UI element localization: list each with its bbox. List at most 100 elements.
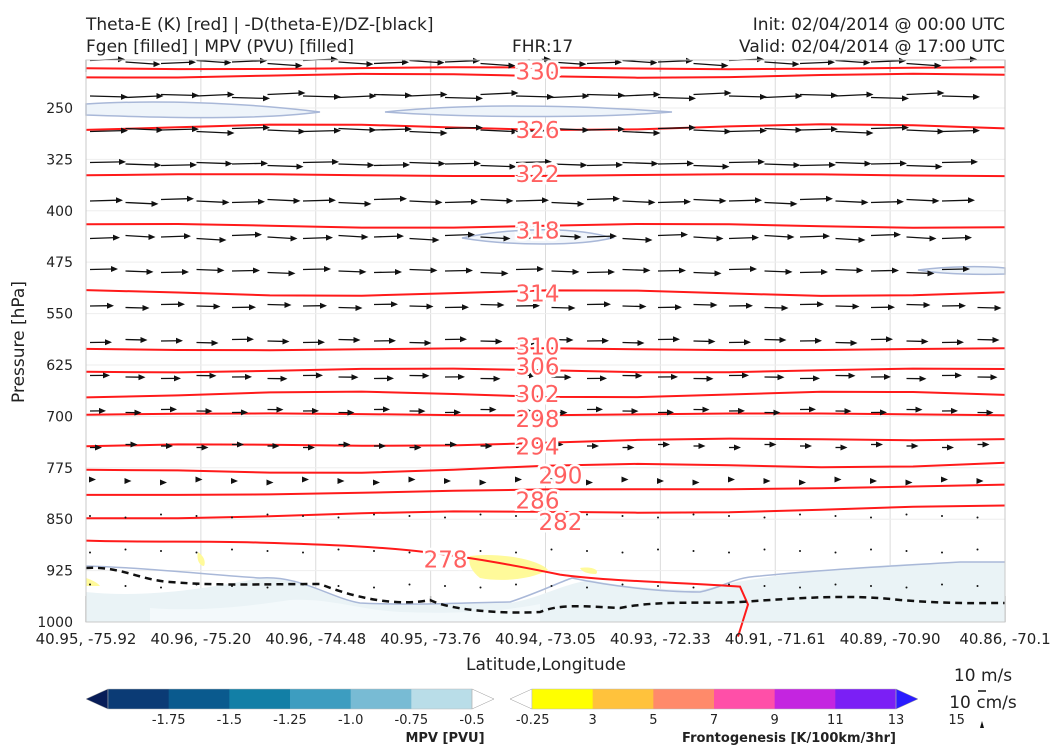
wind-vector-head — [298, 89, 306, 96]
wind-vector-dot — [763, 516, 766, 519]
wind-vector-head — [422, 372, 430, 379]
wind-vector-head — [639, 303, 647, 310]
contour-label: 294 — [516, 435, 560, 461]
title-line-2: Fgen [filled] | MPV (PVU) [filled] — [86, 37, 355, 57]
wind-vector-shaft — [302, 161, 335, 164]
wind-vector-head — [190, 161, 197, 168]
contour-label: 330 — [516, 60, 560, 86]
wind-vector-shaft — [764, 127, 798, 131]
wind-vector-head — [937, 89, 945, 96]
wind-vector-shaft — [551, 127, 585, 131]
wind-vector-head — [130, 441, 138, 448]
wind-vector-head — [829, 161, 836, 168]
wind-vector-dot — [941, 583, 943, 586]
wind-vector-shaft — [551, 270, 575, 273]
wind-vector-head — [679, 267, 686, 274]
wind-vector-head — [592, 443, 599, 449]
wind-vector-head — [471, 198, 478, 205]
wind-vector-shaft — [480, 92, 514, 96]
wind-vector-head — [261, 160, 268, 167]
wind-vector-head — [369, 127, 377, 134]
wind-vector-shaft — [693, 236, 719, 240]
wind-vector-dot — [408, 551, 411, 554]
wind-vector-head — [331, 56, 338, 63]
wind-vector-shaft — [409, 268, 433, 271]
wind-vector-head — [153, 61, 161, 68]
wind-vector-head — [937, 128, 945, 135]
wind-vector-head — [645, 237, 653, 243]
wind-vector-head — [848, 372, 856, 379]
wind-vector-head — [777, 374, 785, 381]
wind-vector-head — [293, 197, 301, 204]
theta-e-line — [85, 390, 1006, 399]
wind-vector-dot — [976, 548, 979, 551]
theta-e-line — [85, 173, 1006, 178]
theta-e-line — [86, 483, 1006, 496]
wind-vector-head — [653, 130, 661, 137]
wind-vector-shaft — [941, 95, 976, 98]
wind-vector-shaft — [160, 271, 185, 274]
wind-vector-head — [418, 408, 426, 415]
wind-vector-head — [921, 338, 929, 345]
wind-vector-shaft — [196, 268, 220, 271]
wind-vector-shaft — [231, 60, 263, 63]
contour-label: 326 — [516, 118, 560, 144]
wind-vector-head — [941, 476, 948, 483]
wind-vector-shaft — [373, 128, 408, 131]
wind-vector-head — [684, 198, 691, 205]
wind-vector-shaft — [657, 60, 689, 63]
wind-vector-head — [367, 162, 375, 169]
colorbar-label: -0.25 — [516, 713, 550, 728]
wind-vector-head — [579, 61, 587, 68]
x-tick-label: 40.86, -70.1 — [959, 630, 1050, 648]
wind-vector-head — [773, 409, 781, 416]
wind-vector-dot — [408, 515, 411, 517]
wind-vector-dot — [479, 586, 482, 589]
wind-vector-shaft — [89, 95, 124, 98]
wind-vector-head — [355, 304, 363, 311]
wind-vector-dot — [231, 516, 233, 519]
wind-vector-head — [383, 406, 390, 413]
wind-vector-shaft — [515, 95, 550, 98]
wind-vector-head — [529, 372, 536, 379]
wind-vector-head — [195, 476, 203, 483]
wind-vector-dot — [231, 585, 233, 587]
wind-vector-shaft — [515, 129, 550, 133]
wind-vector-dot — [728, 515, 730, 517]
colorbar-label: -0.75 — [395, 713, 429, 728]
wind-vector-shaft — [799, 93, 834, 97]
wind-vector-head — [550, 478, 558, 484]
wind-vector-shaft — [338, 61, 369, 65]
wind-vector-head — [648, 199, 656, 206]
wind-vector-head — [866, 91, 874, 98]
wind-vector-head — [894, 231, 901, 238]
wind-vector-head — [957, 339, 964, 346]
wind-vector-shaft — [125, 61, 156, 65]
wind-vector-head — [631, 408, 639, 415]
wind-vector-head — [586, 479, 593, 486]
wind-vector-head — [260, 57, 267, 64]
wind-vector-head — [716, 235, 724, 242]
wind-vector-head — [580, 162, 588, 169]
fgen-fill — [580, 567, 598, 574]
wind-vector-head — [402, 59, 409, 66]
wind-vector-head — [618, 92, 625, 99]
wind-vector-shaft — [373, 61, 405, 65]
wind-vector-shaft — [160, 198, 190, 201]
wind-vector-head — [724, 89, 732, 96]
wind-vector-head — [884, 373, 891, 380]
theta-e-line — [85, 539, 750, 637]
wind-vector-dot — [373, 586, 375, 589]
wind-vector-shaft — [870, 269, 895, 272]
wind-vector-dot — [621, 583, 624, 586]
wind-vector-head — [511, 89, 519, 96]
wind-vector-shaft — [586, 93, 621, 97]
wind-vector-head — [280, 375, 288, 382]
wind-vector-head — [379, 443, 386, 449]
contour-label: 310 — [516, 334, 560, 360]
colorbar-label: -1.25 — [273, 713, 307, 728]
wind-vector-head — [521, 444, 528, 451]
wind-vector-shaft — [551, 234, 577, 238]
dashed-contour-line — [85, 566, 1006, 614]
x-tick-label: 40.95, -75.92 — [36, 630, 137, 648]
